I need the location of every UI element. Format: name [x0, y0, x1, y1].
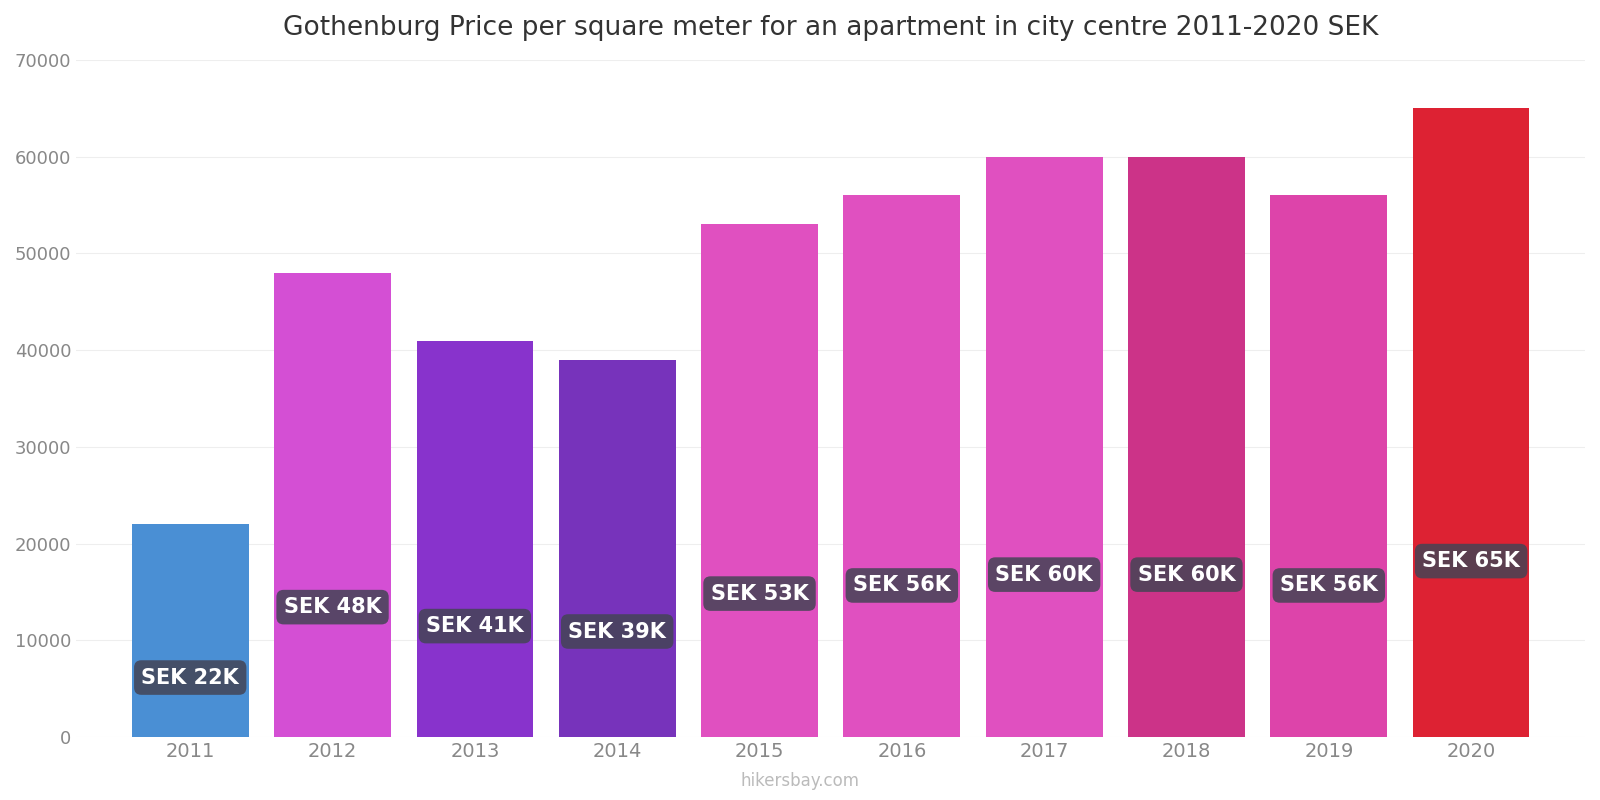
Text: SEK 56K: SEK 56K: [1280, 575, 1378, 595]
Text: SEK 60K: SEK 60K: [995, 565, 1093, 585]
Text: SEK 48K: SEK 48K: [283, 597, 381, 617]
Bar: [1270, 195, 1387, 737]
Bar: [986, 157, 1102, 737]
Bar: [274, 273, 390, 737]
Bar: [558, 360, 675, 737]
Text: SEK 39K: SEK 39K: [568, 622, 666, 642]
Text: SEK 60K: SEK 60K: [1138, 565, 1235, 585]
Title: Gothenburg Price per square meter for an apartment in city centre 2011-2020 SEK: Gothenburg Price per square meter for an…: [283, 15, 1378, 41]
Bar: [416, 341, 533, 737]
Text: SEK 41K: SEK 41K: [426, 616, 523, 636]
Text: SEK 22K: SEK 22K: [141, 667, 238, 687]
Text: hikersbay.com: hikersbay.com: [741, 773, 859, 790]
Text: SEK 53K: SEK 53K: [710, 583, 808, 603]
Text: SEK 56K: SEK 56K: [853, 575, 950, 595]
Text: SEK 65K: SEK 65K: [1422, 551, 1520, 571]
Bar: [1128, 157, 1245, 737]
Bar: [843, 195, 960, 737]
Bar: [701, 225, 818, 737]
Bar: [131, 524, 248, 737]
Bar: [1413, 108, 1530, 737]
